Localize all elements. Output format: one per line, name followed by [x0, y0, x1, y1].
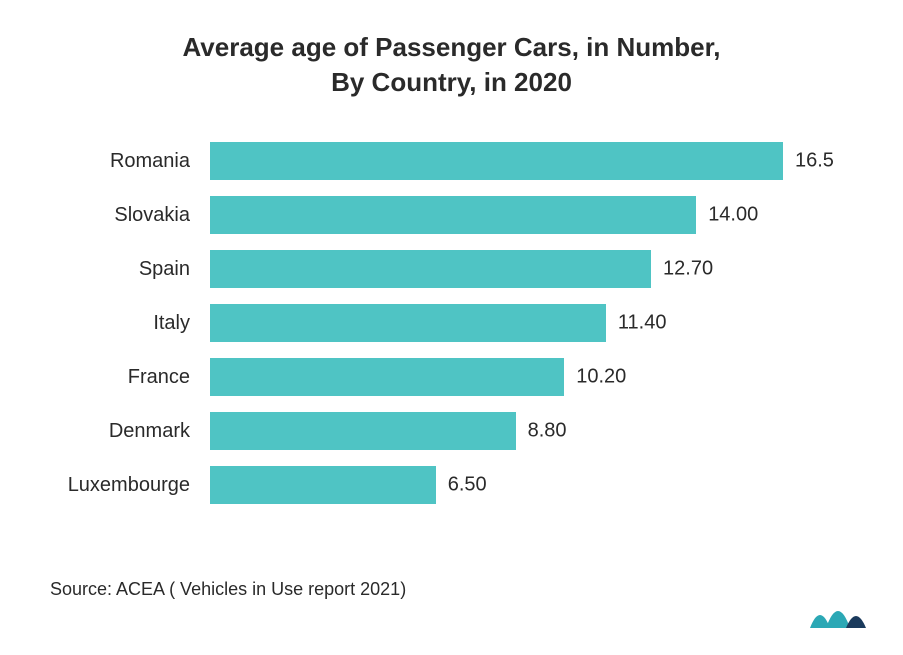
- bar-label: Romania: [40, 150, 200, 173]
- bar-track: 11.40: [210, 304, 783, 342]
- bar-row: Italy 11.40: [210, 297, 783, 349]
- bar-value: 16.5: [795, 150, 834, 173]
- source-text: Source: ACEA ( Vehicles in Use report 20…: [50, 579, 406, 600]
- bar-label: Denmark: [40, 420, 200, 443]
- bar-fill: 6.50: [210, 466, 436, 504]
- bar-track: 14.00: [210, 196, 783, 234]
- bar-fill: 10.20: [210, 358, 564, 396]
- bar-row: Denmark 8.80: [210, 405, 783, 457]
- bar-row: Luxembourge 6.50: [210, 459, 783, 511]
- bar-value: 8.80: [528, 420, 567, 443]
- bar-label: Luxembourge: [40, 474, 200, 497]
- bar-track: 6.50: [210, 466, 783, 504]
- bar-row: Slovakia 14.00: [210, 189, 783, 241]
- bar-value: 14.00: [708, 204, 758, 227]
- bar-label: Slovakia: [40, 204, 200, 227]
- bar-track: 16.5: [210, 142, 783, 180]
- chart-title-line2: By Country, in 2020: [80, 65, 823, 100]
- bar-label: Spain: [40, 258, 200, 281]
- bar-value: 11.40: [618, 312, 667, 335]
- bar-value: 12.70: [663, 258, 713, 281]
- chart-title-line1: Average age of Passenger Cars, in Number…: [80, 30, 823, 65]
- brand-logo-icon: [808, 592, 868, 630]
- bar-fill: 11.40: [210, 304, 606, 342]
- bar-row: France 10.20: [210, 351, 783, 403]
- bar-fill: 8.80: [210, 412, 516, 450]
- bar-track: 8.80: [210, 412, 783, 450]
- bar-track: 12.70: [210, 250, 783, 288]
- bar-label: France: [40, 366, 200, 389]
- bar-fill: 16.5: [210, 142, 783, 180]
- bar-row: Romania 16.5: [210, 135, 783, 187]
- bar-row: Spain 12.70: [210, 243, 783, 295]
- bar-fill: 12.70: [210, 250, 651, 288]
- bar-value: 10.20: [576, 366, 626, 389]
- bar-label: Italy: [40, 312, 200, 335]
- chart-title: Average age of Passenger Cars, in Number…: [40, 30, 863, 100]
- bar-track: 10.20: [210, 358, 783, 396]
- bar-value: 6.50: [448, 474, 487, 497]
- chart-area: Romania 16.5 Slovakia 14.00 Spain 12.70 …: [40, 135, 863, 511]
- bar-fill: 14.00: [210, 196, 696, 234]
